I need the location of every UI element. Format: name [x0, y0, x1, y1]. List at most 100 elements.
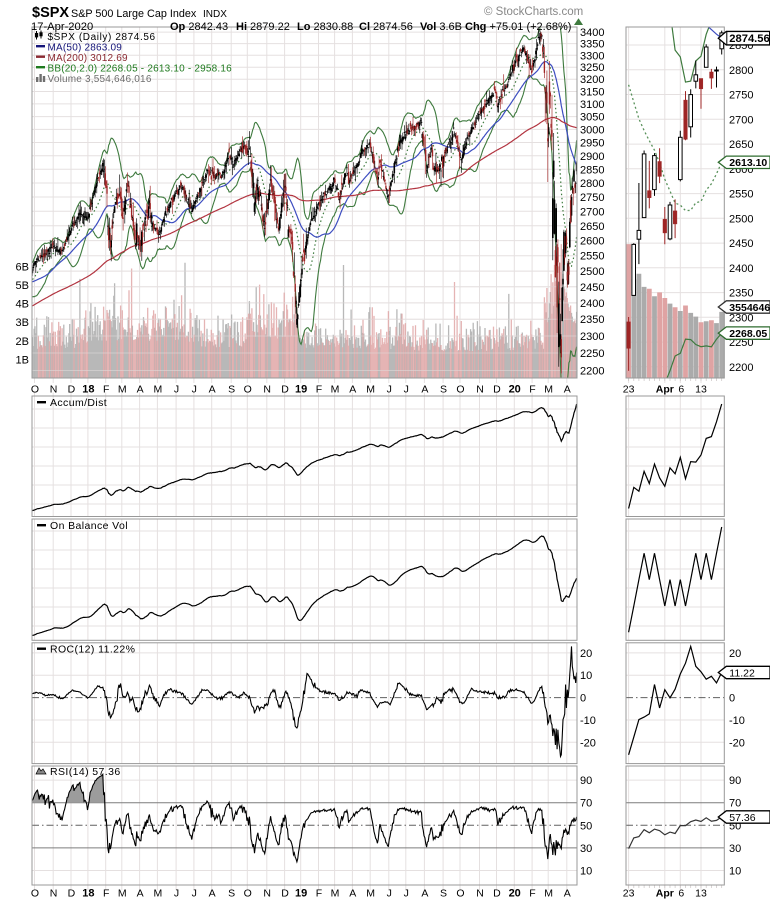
svg-text:A: A [421, 888, 428, 900]
svg-text:MA(50) 2863.09: MA(50) 2863.09 [48, 43, 123, 54]
svg-text:F: F [103, 384, 109, 396]
svg-text:S&P 500 Large Cap Index: S&P 500 Large Cap Index [71, 8, 197, 20]
svg-text:2700: 2700 [580, 206, 604, 218]
svg-text:23: 23 [623, 888, 635, 900]
svg-text:RSI(14) 57.36: RSI(14) 57.36 [50, 766, 121, 778]
svg-text:70: 70 [580, 798, 592, 810]
svg-text:M: M [331, 888, 340, 900]
svg-text:N: N [50, 384, 58, 396]
svg-text:D: D [493, 888, 501, 900]
svg-text:10: 10 [580, 670, 592, 682]
svg-text:Hi 2879.22: Hi 2879.22 [236, 21, 290, 33]
svg-text:M: M [544, 888, 553, 900]
svg-text:J: J [192, 384, 197, 396]
svg-text:3554646016: 3554646016 [729, 302, 770, 314]
svg-text:6: 6 [678, 384, 684, 396]
svg-text:2250: 2250 [580, 348, 604, 360]
svg-text:0: 0 [729, 693, 735, 705]
svg-text:F: F [316, 384, 322, 396]
svg-text:-10: -10 [580, 715, 596, 727]
svg-text:M: M [154, 888, 163, 900]
svg-text:0: 0 [580, 693, 586, 705]
svg-text:A: A [564, 888, 571, 900]
svg-text:19: 19 [295, 888, 307, 900]
svg-text:S: S [440, 888, 447, 900]
svg-text:S: S [228, 384, 235, 396]
svg-text:J: J [387, 384, 392, 396]
svg-text:J: J [192, 888, 197, 900]
svg-text:3400: 3400 [580, 27, 604, 39]
svg-text:2613.10: 2613.10 [729, 157, 767, 169]
svg-text:M: M [154, 384, 163, 396]
svg-text:A: A [137, 888, 144, 900]
svg-text:70: 70 [729, 798, 741, 810]
svg-text:10: 10 [729, 866, 741, 878]
svg-text:2500: 2500 [729, 213, 753, 225]
svg-text:N: N [50, 888, 58, 900]
svg-text:20: 20 [729, 648, 741, 660]
svg-text:F: F [529, 384, 535, 396]
svg-text:2550: 2550 [729, 189, 753, 201]
svg-text:F: F [529, 888, 535, 900]
svg-text:20: 20 [580, 648, 592, 660]
svg-text:O: O [31, 888, 39, 900]
svg-text:2800: 2800 [580, 178, 604, 190]
svg-text:4B: 4B [16, 299, 29, 311]
svg-text:90: 90 [580, 775, 592, 787]
svg-text:J: J [174, 888, 179, 900]
svg-text:O: O [31, 384, 39, 396]
svg-text:M: M [544, 384, 553, 396]
svg-text:MA(200) 3012.69: MA(200) 3012.69 [48, 53, 129, 64]
svg-text:50: 50 [580, 820, 592, 832]
svg-text:3350: 3350 [580, 39, 604, 51]
svg-text:2B: 2B [16, 336, 29, 348]
svg-text:2300: 2300 [580, 331, 604, 343]
svg-text:M: M [331, 384, 340, 396]
svg-text:A: A [349, 888, 356, 900]
svg-text:A: A [421, 384, 428, 396]
svg-text:D: D [68, 888, 76, 900]
svg-text:11.22: 11.22 [729, 667, 755, 679]
svg-text:N: N [476, 888, 484, 900]
svg-text:3250: 3250 [580, 62, 604, 74]
svg-text:2500: 2500 [580, 266, 604, 278]
svg-text:J: J [174, 384, 179, 396]
svg-text:2350: 2350 [580, 314, 604, 326]
svg-text:F: F [316, 888, 322, 900]
svg-text:1B: 1B [16, 354, 29, 366]
svg-text:A: A [349, 384, 356, 396]
svg-text:90: 90 [729, 775, 741, 787]
svg-text:2550: 2550 [580, 251, 604, 263]
svg-text:10: 10 [580, 866, 592, 878]
svg-text:3150: 3150 [580, 87, 604, 99]
svg-text:Volume 3,554,646,016: Volume 3,554,646,016 [48, 74, 152, 85]
svg-text:-20: -20 [580, 737, 596, 749]
svg-text:30: 30 [729, 843, 741, 855]
svg-text:Apr: Apr [656, 384, 674, 396]
svg-text:O: O [456, 888, 464, 900]
svg-text:BB(20,2.0) 2268.05 - 2613.10 -: BB(20,2.0) 2268.05 - 2613.10 - 2958.16 [48, 64, 233, 75]
svg-text:$SPX: $SPX [32, 5, 69, 21]
svg-text:N: N [476, 384, 484, 396]
svg-text:Lo 2830.88: Lo 2830.88 [297, 21, 353, 33]
svg-text:2200: 2200 [580, 366, 604, 378]
svg-text:A: A [209, 888, 216, 900]
svg-text:17-Apr-2020: 17-Apr-2020 [31, 21, 93, 33]
svg-text:2650: 2650 [729, 139, 753, 151]
svg-text:2700: 2700 [729, 114, 753, 126]
svg-text:3100: 3100 [580, 99, 604, 111]
svg-text:N: N [263, 888, 271, 900]
svg-text:2900: 2900 [580, 151, 604, 163]
svg-text:19: 19 [295, 384, 307, 396]
svg-text:A: A [564, 384, 571, 396]
svg-text:2874.56: 2874.56 [729, 33, 769, 45]
svg-text:O: O [244, 888, 252, 900]
svg-text:D: D [493, 384, 501, 396]
svg-text:M: M [118, 384, 127, 396]
svg-text:20: 20 [509, 384, 521, 396]
svg-text:Op 2842.43: Op 2842.43 [170, 21, 228, 33]
svg-text:2400: 2400 [580, 298, 604, 310]
svg-text:3000: 3000 [580, 124, 604, 136]
svg-text:2450: 2450 [729, 238, 753, 250]
svg-text:J: J [387, 888, 392, 900]
